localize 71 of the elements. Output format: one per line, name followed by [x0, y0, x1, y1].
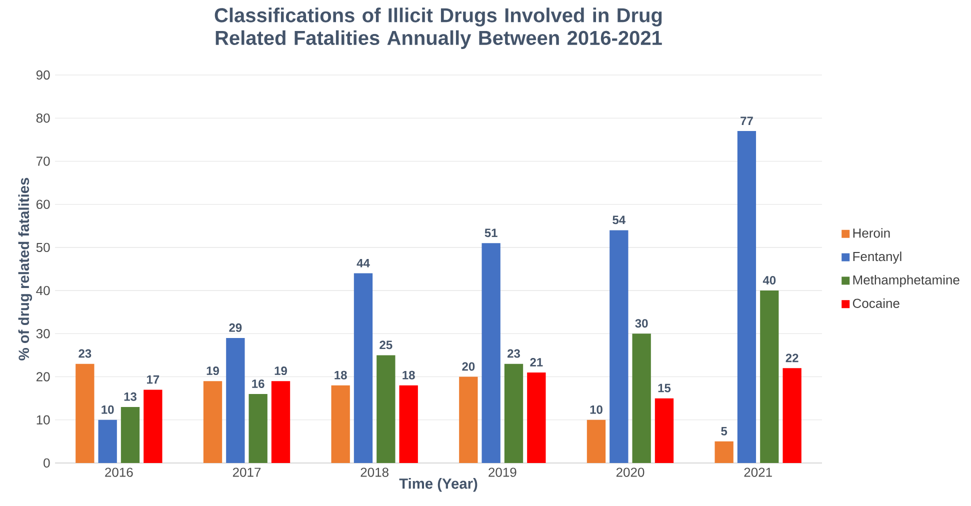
bar — [586, 420, 606, 463]
data-label: 20 — [462, 362, 475, 371]
data-label: 25 — [380, 340, 392, 350]
bar — [459, 376, 478, 463]
bar — [120, 406, 140, 463]
y-tick-label: 60 — [36, 200, 50, 209]
bar — [98, 420, 117, 463]
x-tick-label: 2021 — [744, 468, 772, 477]
data-label: 15 — [658, 384, 671, 392]
bar — [354, 273, 373, 463]
chart-title: Classifications of Illicit Drugs Involved in Drug Related Fatalities Annually Between 2016-2021 — [214, 8, 662, 49]
data-label: 23 — [78, 349, 92, 358]
bar — [144, 390, 162, 463]
data-label: 18 — [334, 370, 347, 380]
data-label: 30 — [635, 319, 648, 328]
x-tick-label: 2017 — [232, 468, 261, 477]
x-tick-label: 2018 — [360, 468, 388, 477]
bar — [203, 381, 222, 463]
x-axis-title: Time (Year) — [399, 478, 478, 492]
data-label: 10 — [102, 405, 114, 414]
bar — [654, 398, 674, 463]
bar — [782, 368, 802, 463]
legend-label: Fentanyl — [853, 252, 902, 264]
data-label: 44 — [356, 259, 370, 268]
data-label: 13 — [124, 392, 136, 401]
data-label: 19 — [274, 366, 287, 376]
y-tick-label: 30 — [36, 329, 50, 338]
y-tick-label: 20 — [36, 372, 50, 382]
legend-label: Methamphetamine — [853, 274, 960, 288]
bar — [610, 230, 628, 463]
x-tick-label: 2020 — [616, 468, 644, 477]
y-tick-label: 90 — [36, 70, 50, 80]
y-tick-label: 0 — [44, 458, 50, 468]
data-label: 21 — [530, 358, 543, 366]
data-label: 10 — [590, 405, 602, 414]
data-label: 40 — [762, 276, 776, 285]
bar — [482, 243, 500, 463]
y-tick-label: 80 — [36, 114, 50, 123]
bar — [76, 364, 94, 463]
legend-label: Cocaine — [852, 298, 900, 308]
y-tick-label: 70 — [36, 156, 50, 166]
data-label: 51 — [484, 228, 498, 238]
data-label: 54 — [612, 216, 626, 224]
data-label: 17 — [147, 375, 160, 384]
data-label: 29 — [229, 323, 242, 332]
data-label: 77 — [740, 116, 753, 126]
x-tick-label: 2016 — [105, 468, 133, 477]
x-tick-label: 2019 — [488, 468, 516, 477]
data-label: 5 — [721, 427, 728, 436]
data-label: 19 — [206, 366, 219, 376]
legend-label: Heroin — [853, 228, 890, 238]
data-label: 23 — [507, 349, 520, 358]
bar — [527, 372, 546, 463]
bar — [504, 364, 524, 463]
data-label: 18 — [402, 370, 415, 380]
y-tick-label: 50 — [36, 242, 50, 252]
bar — [737, 131, 756, 463]
bar — [271, 381, 290, 463]
bar — [376, 355, 396, 463]
bar — [331, 385, 350, 463]
data-label: 16 — [252, 379, 264, 388]
bar — [632, 334, 651, 463]
y-tick-label: 10 — [36, 415, 50, 424]
bar — [226, 338, 245, 463]
bar — [248, 394, 268, 463]
data-label: 22 — [786, 354, 798, 362]
y-tick-label: 40 — [36, 286, 50, 296]
bar — [714, 441, 734, 463]
y-axis-title: % of drug related fatalities — [18, 178, 32, 360]
bar — [399, 385, 418, 463]
bar — [760, 290, 779, 463]
